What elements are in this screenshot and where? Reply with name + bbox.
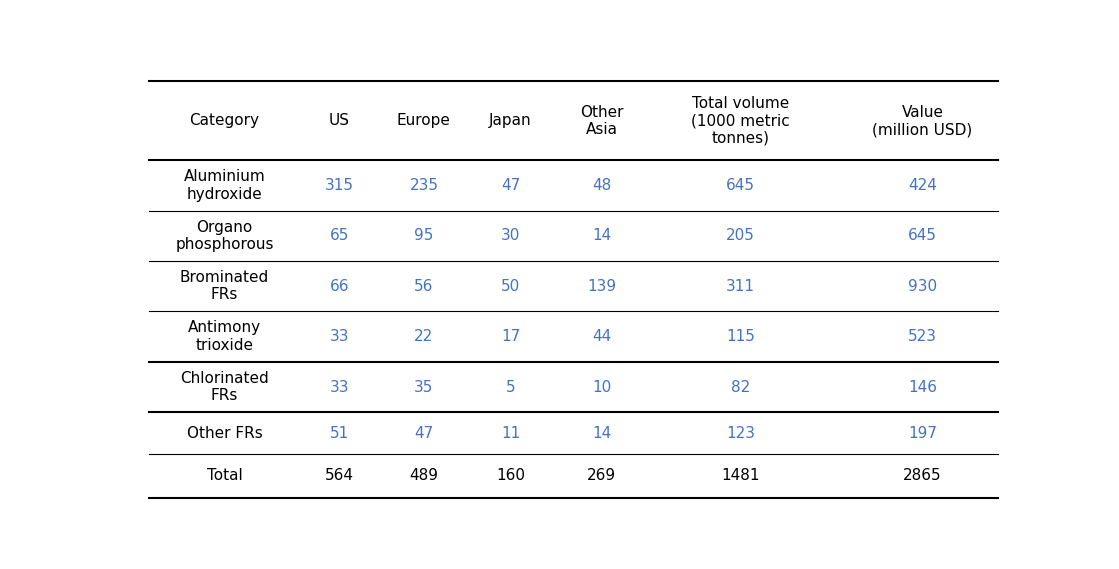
Text: Value
(million USD): Value (million USD) — [873, 105, 972, 137]
Text: Total: Total — [207, 468, 243, 483]
Text: 47: 47 — [414, 426, 433, 440]
Text: 50: 50 — [501, 279, 520, 294]
Text: 146: 146 — [908, 380, 937, 394]
Text: 564: 564 — [325, 468, 354, 483]
Text: 139: 139 — [587, 279, 617, 294]
Text: Chlorinated
FRs: Chlorinated FRs — [180, 371, 269, 403]
Text: 1481: 1481 — [721, 468, 760, 483]
Text: 235: 235 — [410, 178, 439, 193]
Text: Aluminium
hydroxide: Aluminium hydroxide — [184, 170, 265, 201]
Text: 95: 95 — [414, 228, 433, 244]
Text: 5: 5 — [506, 380, 516, 394]
Text: 645: 645 — [726, 178, 755, 193]
Text: Organo
phosphorous: Organo phosphorous — [176, 220, 274, 252]
Text: 33: 33 — [330, 329, 349, 344]
Text: 205: 205 — [726, 228, 755, 244]
Text: 123: 123 — [726, 426, 755, 440]
Text: 11: 11 — [501, 426, 520, 440]
Text: 51: 51 — [330, 426, 349, 440]
Text: 14: 14 — [592, 228, 611, 244]
Text: 315: 315 — [325, 178, 354, 193]
Text: 489: 489 — [410, 468, 439, 483]
Text: US: US — [329, 113, 350, 129]
Text: 197: 197 — [908, 426, 937, 440]
Text: 645: 645 — [908, 228, 937, 244]
Text: 10: 10 — [592, 380, 611, 394]
Text: 44: 44 — [592, 329, 611, 344]
Text: 2865: 2865 — [903, 468, 942, 483]
Text: 66: 66 — [330, 279, 349, 294]
Text: Other FRs: Other FRs — [187, 426, 262, 440]
Text: 56: 56 — [414, 279, 433, 294]
Text: 65: 65 — [330, 228, 349, 244]
Text: 48: 48 — [592, 178, 611, 193]
Text: Total volume
(1000 metric
tonnes): Total volume (1000 metric tonnes) — [692, 96, 790, 146]
Text: Antimony
trioxide: Antimony trioxide — [188, 320, 261, 353]
Text: 17: 17 — [501, 329, 520, 344]
Text: 424: 424 — [909, 178, 937, 193]
Text: 930: 930 — [908, 279, 937, 294]
Text: 22: 22 — [414, 329, 433, 344]
Text: Brominated
FRs: Brominated FRs — [180, 270, 269, 303]
Text: 14: 14 — [592, 426, 611, 440]
Text: Other
Asia: Other Asia — [580, 105, 623, 137]
Text: 115: 115 — [726, 329, 755, 344]
Text: 523: 523 — [908, 329, 937, 344]
Text: 33: 33 — [330, 380, 349, 394]
Text: 47: 47 — [501, 178, 520, 193]
Text: Category: Category — [189, 113, 260, 129]
Text: 35: 35 — [414, 380, 433, 394]
Text: 82: 82 — [731, 380, 750, 394]
Text: 311: 311 — [726, 279, 755, 294]
Text: 269: 269 — [587, 468, 617, 483]
Text: Japan: Japan — [489, 113, 532, 129]
Text: 30: 30 — [501, 228, 520, 244]
Text: Europe: Europe — [397, 113, 451, 129]
Text: 160: 160 — [496, 468, 525, 483]
